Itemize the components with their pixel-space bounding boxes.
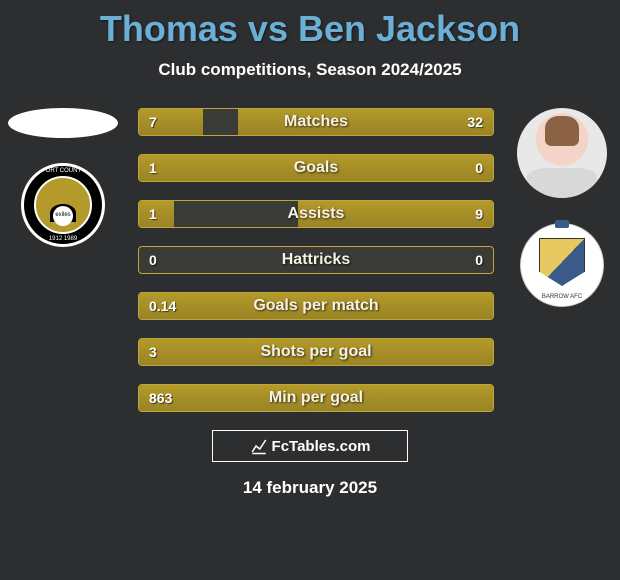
badge-left-mid-text: exiles [36, 212, 90, 218]
player-right-avatar [517, 108, 607, 198]
stat-label: Matches [139, 109, 493, 135]
player-left-avatar [8, 108, 118, 138]
subtitle: Club competitions, Season 2024/2025 [0, 60, 620, 80]
stat-row: 19Assists [138, 200, 494, 228]
footer-date: 14 february 2025 [0, 478, 620, 498]
stat-label: Goals per match [139, 293, 493, 319]
club-left-badge: NEWPORT COUNTY AFC exiles 1912 1989 [21, 163, 105, 247]
stat-label: Min per goal [139, 385, 493, 411]
stat-row: 0.14Goals per match [138, 292, 494, 320]
badge-right-text: BARROW AFC [521, 294, 603, 300]
stat-row: 3Shots per goal [138, 338, 494, 366]
stats-container: 732Matches 10Goals 19Assists 00Hattricks 0.1… [138, 108, 494, 412]
stat-label: Assists [139, 201, 493, 227]
badge-right-shield-icon [539, 238, 585, 286]
site-label: FcTables.com [272, 438, 371, 455]
stat-label: Shots per goal [139, 339, 493, 365]
badge-right-top-icon [555, 220, 569, 228]
right-player-column: BARROW AFC [512, 108, 612, 307]
badge-left-inner: exiles [34, 176, 92, 234]
badge-left-top-text: NEWPORT COUNTY AFC [24, 168, 102, 174]
stat-row: 732Matches [138, 108, 494, 136]
stat-row: 10Goals [138, 154, 494, 182]
stat-row: 00Hattricks [138, 246, 494, 274]
club-right-badge: BARROW AFC [520, 223, 604, 307]
left-player-column: NEWPORT COUNTY AFC exiles 1912 1989 [8, 108, 118, 247]
site-logo[interactable]: FcTables.com [212, 430, 408, 462]
stat-label: Goals [139, 155, 493, 181]
content-area: NEWPORT COUNTY AFC exiles 1912 1989 BARR… [0, 108, 620, 412]
stat-label: Hattricks [139, 247, 493, 273]
page-title: Thomas vs Ben Jackson [0, 0, 620, 50]
badge-left-bottom-text: 1912 1989 [24, 236, 102, 242]
chart-icon [250, 437, 268, 455]
stat-row: 863Min per goal [138, 384, 494, 412]
